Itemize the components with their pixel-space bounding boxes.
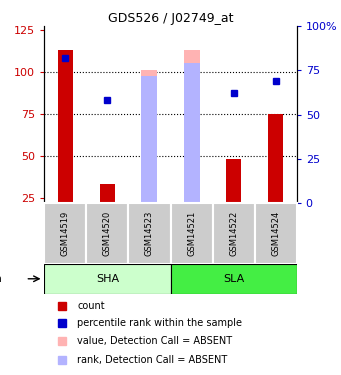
Text: percentile rank within the sample: percentile rank within the sample [77, 318, 242, 328]
Title: GDS526 / J02749_at: GDS526 / J02749_at [108, 12, 233, 25]
Bar [44, 264, 170, 294]
Text: rank, Detection Call = ABSENT: rank, Detection Call = ABSENT [77, 356, 227, 365]
Bar [183, 63, 199, 203]
Text: count: count [77, 300, 105, 310]
Bar [212, 203, 255, 264]
Bar [86, 203, 129, 264]
Bar [255, 203, 297, 264]
Bar [170, 264, 297, 294]
Text: strain: strain [0, 274, 2, 284]
Text: value, Detection Call = ABSENT: value, Detection Call = ABSENT [77, 336, 232, 346]
Bar [226, 159, 241, 203]
Bar [183, 50, 199, 203]
Bar [44, 203, 86, 264]
Bar [142, 76, 158, 203]
Text: GSM14519: GSM14519 [61, 211, 70, 256]
Text: GSM14523: GSM14523 [145, 210, 154, 256]
Text: GSM14524: GSM14524 [271, 211, 280, 256]
Bar [142, 70, 158, 203]
Text: GSM14522: GSM14522 [229, 211, 238, 256]
Bar [58, 50, 73, 203]
Text: SLA: SLA [223, 274, 244, 284]
Bar [129, 203, 170, 264]
Bar [100, 184, 115, 203]
Bar [268, 114, 283, 203]
Bar [170, 203, 212, 264]
Text: GSM14521: GSM14521 [187, 211, 196, 256]
Text: GSM14520: GSM14520 [103, 211, 112, 256]
Text: SHA: SHA [96, 274, 119, 284]
